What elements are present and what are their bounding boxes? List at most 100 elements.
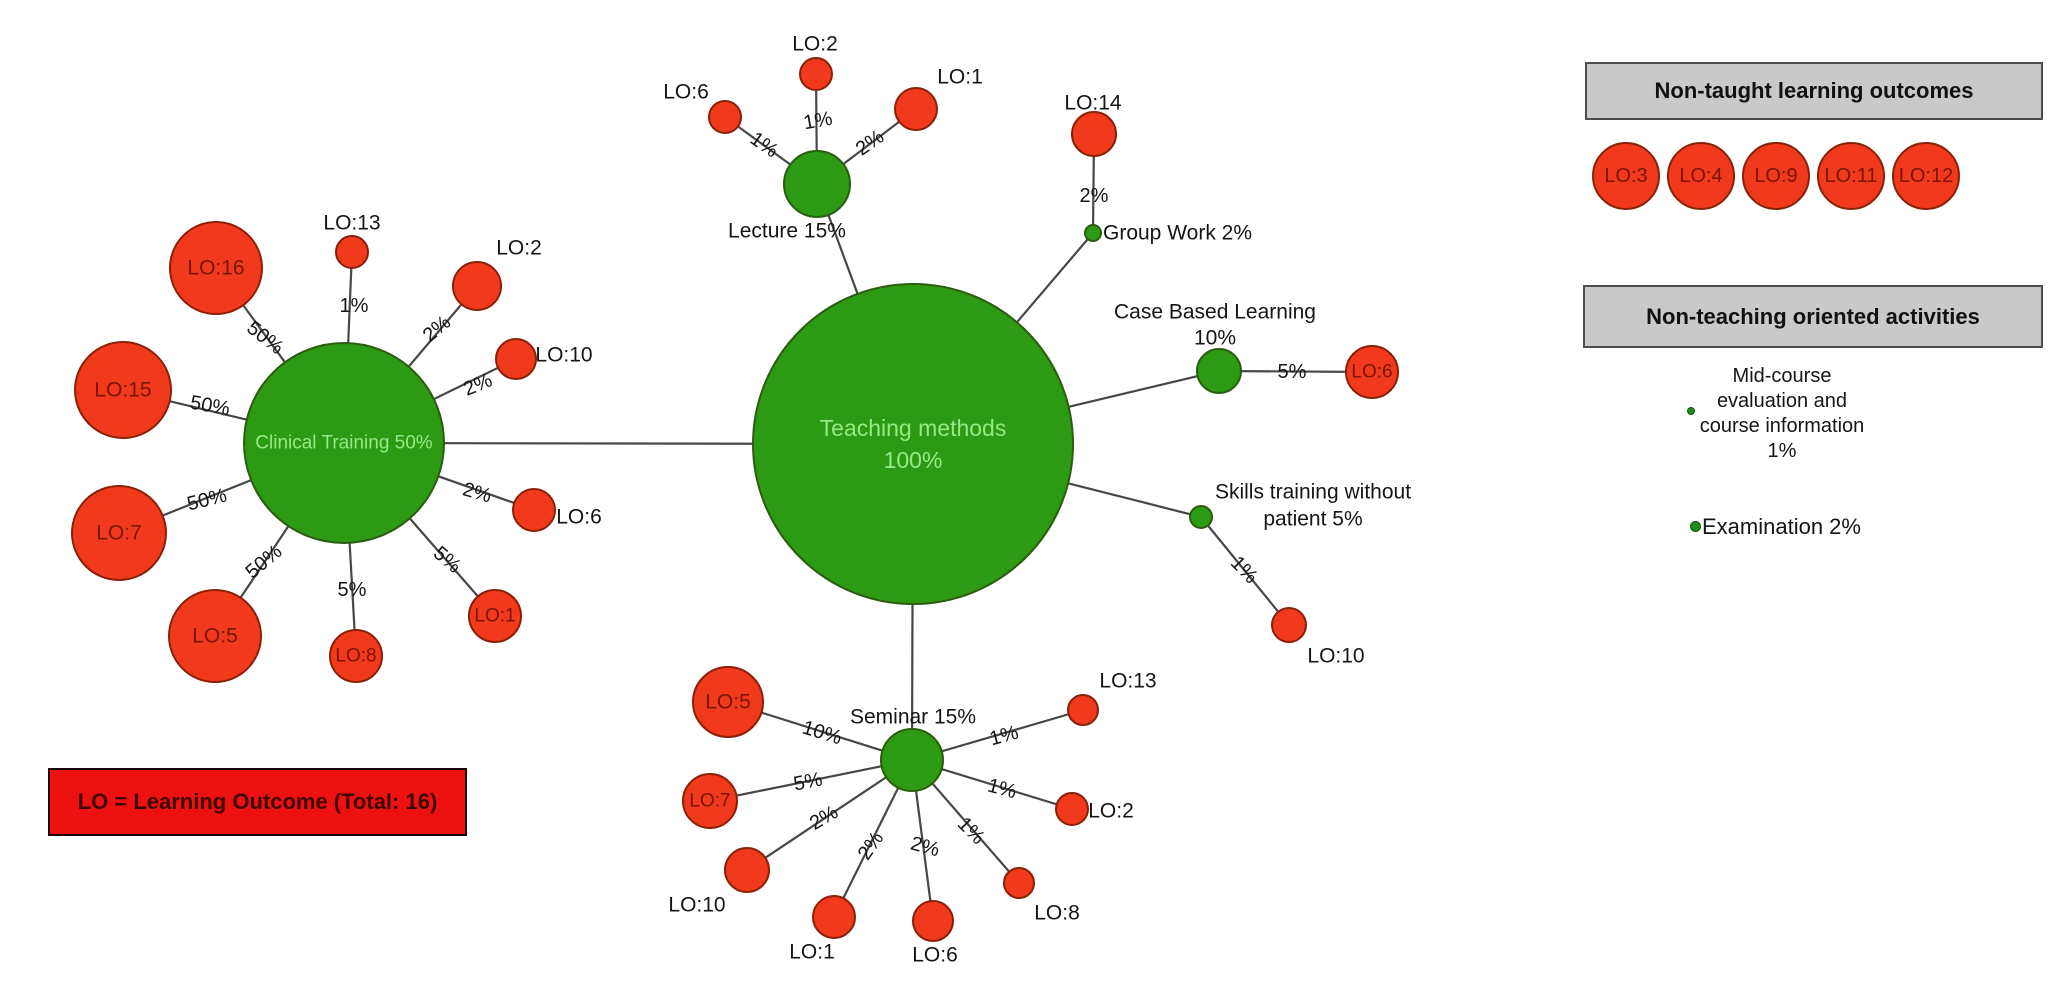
method-label-line: patient 5% (1263, 508, 1362, 531)
lo-node-lo-8 (1003, 867, 1035, 899)
lo-label: LO:5 (705, 691, 751, 714)
lo-label: LO:2 (792, 33, 838, 56)
lo-node-lo-13 (335, 235, 369, 269)
edge-skills-training--lo-10 (1200, 516, 1290, 626)
legend-lo-circle: LO:12 (1892, 142, 1960, 210)
edge-pct-label: 2% (460, 478, 494, 507)
legend-non-taught-box: Non-taught learning outcomes (1585, 62, 2043, 120)
edge-pct-label: 5% (338, 579, 367, 601)
edge-pct-label: 50% (185, 484, 229, 515)
lo-label: LO:13 (323, 212, 380, 235)
lo-node-lo-6 (1345, 345, 1399, 399)
edge-pct-label: 1% (802, 108, 835, 135)
method-label-case-based-learning: Case Based Learning 10% (1114, 301, 1316, 350)
legend-lo-circle: LO:9 (1742, 142, 1810, 210)
lo-node-lo-1 (468, 589, 522, 643)
legend-activities-title: Non-teaching oriented activities (1646, 303, 1980, 329)
lo-label: LO:6 (663, 81, 709, 104)
method-node-clinical-training (243, 342, 445, 544)
lo-label: LO:1 (937, 66, 983, 89)
method-label-lecture: Lecture 15% (728, 220, 846, 243)
method-node-case-based-learning (1196, 348, 1242, 394)
method-node-lecture (783, 150, 851, 218)
legend-activities-box: Non-teaching oriented activities (1583, 285, 2043, 348)
lo-node-lo-10 (724, 847, 770, 893)
lo-node-lo-6 (912, 900, 954, 942)
method-label-line: Group Work 2% (1103, 222, 1252, 245)
lo-label: LO:16 (187, 257, 244, 280)
lo-node-lo-15 (74, 341, 172, 439)
lo-label: LO:10 (1307, 645, 1364, 668)
edge-pct-label: 1% (1226, 552, 1262, 588)
method-label-teaching-methods: Teaching methods 100% (820, 415, 1007, 473)
method-node-skills-training (1189, 505, 1213, 529)
lo-definition-note: LO = Learning Outcome (Total: 16) (48, 768, 467, 836)
lo-node-lo-1 (812, 895, 856, 939)
method-label-line: Lecture 15% (728, 220, 846, 243)
examination-item: Examination 2% (1702, 514, 1861, 539)
method-label-clinical-training: Clinical Training 50% (255, 433, 433, 454)
lo-node-lo-13 (1067, 694, 1099, 726)
method-label-group-work: Group Work 2% (1103, 222, 1252, 245)
method-label-line: Case Based Learning (1114, 301, 1316, 324)
method-node-group-work (1084, 224, 1102, 242)
lo-label: LO:2 (496, 237, 542, 260)
edge-pct-label: 1% (340, 295, 369, 317)
lo-label: LO:10 (535, 344, 592, 367)
lo-label: LO:2 (1088, 800, 1134, 823)
lo-node-lo-1 (894, 87, 938, 131)
lo-label: LO:5 (192, 625, 238, 648)
lo-node-lo-5 (168, 589, 262, 683)
method-label-line: Seminar 15% (850, 706, 976, 729)
lo-node-lo-2 (1055, 792, 1089, 826)
lo-label: LO:1 (789, 941, 835, 964)
edge-pct-label: 2% (806, 801, 842, 835)
edge-pct-label: 1% (985, 775, 1019, 804)
lo-node-lo-6 (512, 488, 556, 532)
lo-node-lo-7 (71, 485, 167, 581)
method-node-teaching-methods (752, 283, 1074, 605)
mid-course-line: evaluation and (1716, 390, 1848, 412)
non-taught-lo-row: LO:3 LO:4 LO:9 LO:11 LO:12 (1592, 142, 1967, 210)
lo-definition-text: LO = Learning Outcome (Total: 16) (77, 789, 438, 814)
legend-non-taught-title: Non-taught learning outcomes (1654, 78, 1974, 103)
method-label-line: 100% (884, 447, 943, 473)
edge-pct-label: 2% (460, 369, 495, 400)
lo-label: LO:10 (668, 894, 725, 917)
edge-seminar--lo-7 (709, 758, 913, 803)
edge-pct-label: 50% (242, 541, 287, 584)
method-label-line: 10% (1194, 327, 1236, 350)
edge-pct-label: 2% (854, 828, 889, 864)
lo-node-lo-2 (452, 261, 502, 311)
lo-label: LO:14 (1064, 92, 1122, 115)
legend-lo-circle: LO:11 (1817, 142, 1885, 210)
method-label-skills-training: Skills training without patient 5% (1215, 481, 1411, 531)
lo-label: LO:15 (94, 379, 151, 402)
lo-node-lo-10 (1271, 607, 1307, 643)
mid-course-line: course information (1699, 415, 1865, 437)
edge-pct-label: 2% (852, 126, 888, 161)
mid-course-line: 1% (1767, 440, 1797, 462)
edge-pct-label: 5% (1278, 361, 1307, 383)
lo-label: LO:8 (335, 646, 376, 667)
mid-course-dot (1687, 407, 1695, 415)
method-label-line: Skills training without (1215, 481, 1411, 504)
lo-label: LO:8 (1034, 902, 1080, 925)
edge-pct-label: 2% (908, 833, 942, 862)
edge-pct-label: 50% (242, 317, 287, 359)
edge-pct-label: 5% (792, 768, 825, 795)
lo-label: LO:6 (1351, 362, 1392, 383)
edge-pct-label: 1% (987, 722, 1021, 751)
edge-pct-label: 50% (188, 392, 231, 421)
method-label-seminar: Seminar 15% (850, 706, 976, 729)
edge-seminar--lo-10 (746, 759, 913, 871)
mid-course-item: Mid-course evaluation and course informa… (1692, 364, 1872, 464)
edge-pct-label: 1% (746, 128, 782, 163)
lo-node-lo-16 (169, 221, 263, 315)
examination-dot (1690, 521, 1701, 532)
edge-pct-label: 10% (800, 717, 845, 750)
legend-lo-circle: LO:3 (1592, 142, 1660, 210)
edge-pct-label: 2% (1080, 185, 1109, 207)
lo-node-lo-6 (708, 100, 742, 134)
